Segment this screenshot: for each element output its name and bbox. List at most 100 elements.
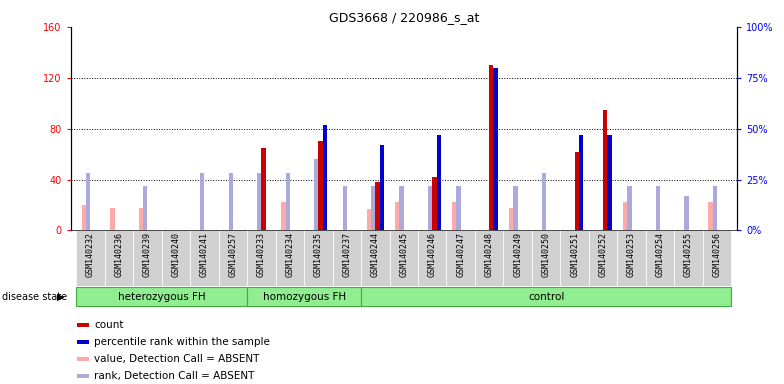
Bar (702, 230, 731, 286)
Text: GSM140248: GSM140248 (485, 232, 494, 277)
Text: GSM140247: GSM140247 (456, 232, 465, 277)
Bar (219, 230, 247, 286)
Bar (390, 230, 418, 286)
Bar (432, 177, 437, 230)
Bar (247, 287, 361, 306)
Bar (77, 374, 89, 377)
Bar (509, 207, 514, 230)
Bar (428, 185, 432, 230)
Text: GSM140241: GSM140241 (200, 232, 209, 277)
Bar (561, 230, 589, 286)
Text: rank, Detection Call = ABSENT: rank, Detection Call = ABSENT (94, 371, 254, 381)
Text: GSM140257: GSM140257 (228, 232, 238, 277)
Bar (105, 230, 133, 286)
Bar (76, 287, 247, 306)
Bar (247, 230, 276, 286)
Bar (713, 185, 717, 230)
Text: GSM140255: GSM140255 (684, 232, 693, 277)
Bar (133, 230, 162, 286)
Text: GSM140244: GSM140244 (371, 232, 379, 277)
Bar (514, 185, 517, 230)
Bar (322, 124, 327, 230)
Text: GSM140235: GSM140235 (314, 232, 323, 277)
Text: GSM140236: GSM140236 (114, 232, 123, 277)
Text: percentile rank within the sample: percentile rank within the sample (94, 337, 270, 347)
Bar (162, 230, 191, 286)
Bar (111, 207, 114, 230)
Bar (229, 174, 233, 230)
Bar (343, 185, 347, 230)
Text: count: count (94, 319, 123, 330)
Text: heterozygous FH: heterozygous FH (118, 291, 205, 302)
Bar (82, 205, 86, 230)
Bar (139, 207, 143, 230)
Bar (503, 230, 532, 286)
Bar (579, 135, 583, 230)
Text: GSM140249: GSM140249 (514, 232, 522, 277)
Bar (276, 230, 304, 286)
Bar (143, 185, 147, 230)
Bar (646, 230, 674, 286)
Bar (437, 135, 441, 230)
Text: homozygous FH: homozygous FH (263, 291, 346, 302)
Bar (493, 68, 498, 230)
Bar (318, 141, 322, 230)
Text: GSM140251: GSM140251 (570, 232, 579, 277)
Bar (532, 230, 561, 286)
Bar (608, 135, 612, 230)
Text: GSM140237: GSM140237 (343, 232, 351, 277)
Bar (589, 230, 617, 286)
Text: GSM140233: GSM140233 (257, 232, 266, 277)
Bar (627, 185, 632, 230)
Text: GSM140250: GSM140250 (542, 232, 550, 277)
Bar (709, 202, 713, 230)
Bar (200, 174, 205, 230)
Text: GDS3668 / 220986_s_at: GDS3668 / 220986_s_at (328, 12, 479, 25)
Bar (191, 230, 219, 286)
Bar (371, 185, 376, 230)
Bar (617, 230, 646, 286)
Bar (314, 159, 318, 230)
Bar (655, 185, 660, 230)
Bar (446, 230, 475, 286)
Bar (361, 287, 731, 306)
Bar (261, 148, 266, 230)
Bar (623, 202, 627, 230)
Text: GSM140245: GSM140245 (399, 232, 408, 277)
Bar (452, 202, 456, 230)
Bar (77, 323, 89, 327)
Text: GSM140246: GSM140246 (428, 232, 437, 277)
Bar (489, 65, 493, 230)
Bar (603, 109, 608, 230)
Bar (86, 174, 90, 230)
Bar (361, 230, 390, 286)
Bar (456, 185, 461, 230)
Bar (77, 357, 89, 361)
Bar (542, 174, 546, 230)
Bar (376, 182, 379, 230)
Bar (575, 152, 579, 230)
Bar (684, 196, 688, 230)
Bar (332, 230, 361, 286)
Text: GSM140254: GSM140254 (655, 232, 665, 277)
Bar (257, 174, 261, 230)
Bar (367, 209, 371, 230)
Text: GSM140253: GSM140253 (627, 232, 636, 277)
Bar (418, 230, 446, 286)
Text: GSM140240: GSM140240 (172, 232, 180, 277)
Bar (285, 174, 290, 230)
Text: GSM140256: GSM140256 (713, 232, 721, 277)
Bar (395, 202, 400, 230)
Bar (674, 230, 702, 286)
Bar (76, 230, 105, 286)
Bar (77, 340, 89, 344)
Bar (281, 202, 285, 230)
Bar (400, 185, 404, 230)
Bar (379, 145, 384, 230)
Text: GSM140239: GSM140239 (143, 232, 152, 277)
Text: value, Detection Call = ABSENT: value, Detection Call = ABSENT (94, 354, 260, 364)
Bar (304, 230, 332, 286)
Text: control: control (528, 291, 564, 302)
Text: GSM140234: GSM140234 (285, 232, 294, 277)
Bar (475, 230, 503, 286)
